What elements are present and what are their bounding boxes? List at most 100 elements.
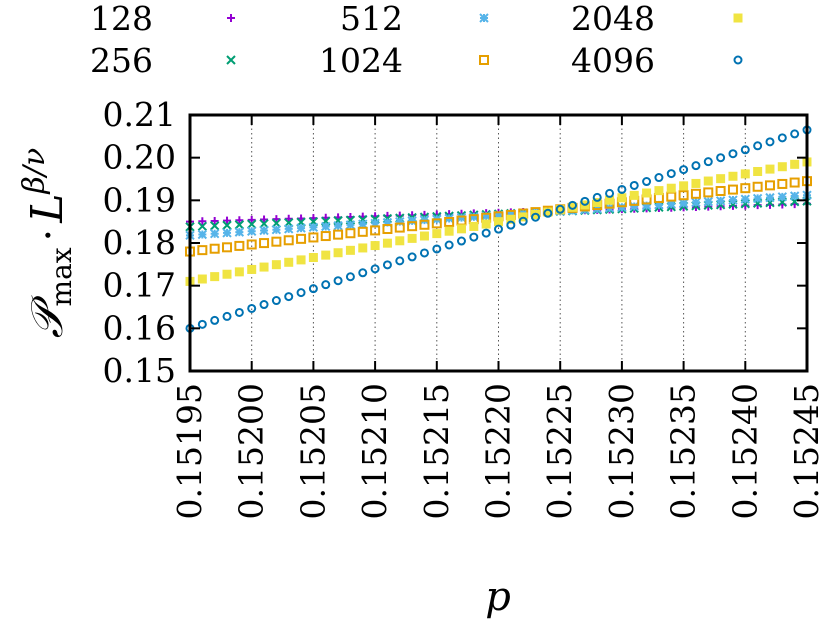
x-tick-label: 0.15215 bbox=[417, 383, 456, 519]
data-point bbox=[765, 192, 775, 203]
data-point bbox=[444, 240, 454, 250]
data-point bbox=[234, 227, 245, 237]
data-point bbox=[283, 235, 294, 246]
data-point bbox=[605, 188, 615, 198]
data-point bbox=[209, 221, 220, 231]
data-point bbox=[777, 133, 787, 143]
data-point bbox=[617, 193, 627, 203]
data-point bbox=[703, 176, 713, 186]
data-point bbox=[654, 200, 664, 210]
data-point bbox=[568, 202, 578, 212]
data-point bbox=[321, 250, 331, 260]
legend-label: 256 bbox=[90, 41, 153, 80]
data-point bbox=[469, 212, 479, 222]
data-point bbox=[235, 216, 244, 225]
legend-marker bbox=[479, 55, 489, 65]
data-point bbox=[753, 166, 763, 176]
data-point bbox=[271, 224, 282, 235]
data-point bbox=[357, 226, 368, 237]
y-tick-label: 0.18 bbox=[103, 223, 176, 262]
data-point bbox=[247, 303, 257, 313]
data-point bbox=[246, 219, 257, 229]
data-point bbox=[592, 198, 602, 208]
data-point bbox=[703, 187, 714, 198]
grid-lines bbox=[251, 115, 746, 371]
legend-entry-4096: 4096 bbox=[571, 41, 743, 80]
data-point bbox=[284, 257, 294, 267]
data-point bbox=[394, 222, 405, 233]
data-point bbox=[345, 245, 355, 255]
data-point bbox=[764, 180, 775, 191]
data-point bbox=[740, 183, 751, 194]
data-point bbox=[555, 204, 565, 214]
data-point bbox=[333, 220, 343, 231]
data-point bbox=[259, 238, 270, 249]
data-point bbox=[222, 311, 232, 321]
data-point bbox=[494, 217, 503, 227]
data-point bbox=[234, 240, 245, 251]
data-point bbox=[728, 195, 738, 205]
data-point bbox=[260, 215, 269, 224]
y-tick-label: 0.19 bbox=[103, 180, 176, 219]
data-point bbox=[210, 216, 219, 225]
data-point bbox=[690, 188, 701, 199]
data-point bbox=[407, 216, 417, 226]
legend-entry-256: 256 bbox=[90, 41, 236, 80]
data-point bbox=[703, 157, 713, 167]
y-axis-label-exp: β/ν bbox=[17, 148, 52, 195]
legend-marker bbox=[733, 13, 743, 23]
legend-marker bbox=[227, 14, 235, 22]
data-point bbox=[444, 216, 455, 227]
data-point bbox=[740, 194, 751, 204]
data-point bbox=[222, 242, 233, 253]
data-point bbox=[296, 223, 306, 233]
y-tick-label: 0.17 bbox=[103, 266, 176, 305]
data-point bbox=[395, 256, 405, 266]
data-point bbox=[518, 216, 528, 226]
data-point bbox=[271, 260, 281, 270]
legend-label: 2048 bbox=[571, 0, 655, 38]
x-tick-label: 0.15230 bbox=[602, 383, 641, 519]
data-point bbox=[345, 228, 356, 239]
data-point bbox=[481, 211, 491, 221]
data-point bbox=[382, 217, 393, 228]
data-point bbox=[789, 191, 800, 201]
y-axis-label-l: L bbox=[22, 193, 73, 223]
data-point bbox=[777, 178, 788, 189]
data-point bbox=[469, 232, 479, 242]
data-point bbox=[333, 229, 344, 240]
data-point bbox=[666, 191, 677, 202]
data-point bbox=[728, 171, 738, 181]
data-point bbox=[209, 229, 220, 239]
data-point bbox=[259, 300, 269, 310]
legend-marker bbox=[733, 55, 743, 65]
data-point bbox=[777, 192, 788, 202]
data-point bbox=[382, 238, 392, 248]
data-point bbox=[494, 224, 503, 234]
legend-label: 128 bbox=[90, 0, 153, 38]
x-tick-label: 0.15200 bbox=[232, 383, 271, 519]
data-point bbox=[654, 173, 664, 183]
data-point bbox=[629, 201, 639, 212]
data-point bbox=[345, 220, 356, 230]
data-point bbox=[506, 214, 516, 224]
data-point bbox=[654, 186, 664, 196]
data-point bbox=[753, 141, 763, 151]
data-point bbox=[358, 243, 368, 253]
legend-marker bbox=[226, 55, 236, 65]
data-point bbox=[395, 236, 405, 246]
data-point bbox=[234, 307, 244, 317]
data-point bbox=[247, 264, 257, 274]
data-point bbox=[271, 236, 282, 247]
ticks: 0.15195 0.15200 0.15205 0.15210 0.15215 0.152… bbox=[103, 95, 822, 519]
data-point bbox=[370, 264, 380, 274]
data-point bbox=[407, 233, 417, 243]
data-point bbox=[678, 198, 689, 208]
data-point bbox=[284, 224, 294, 234]
data-point bbox=[642, 188, 652, 198]
data-point bbox=[456, 236, 466, 246]
data-point bbox=[271, 296, 281, 306]
data-point bbox=[592, 192, 602, 202]
